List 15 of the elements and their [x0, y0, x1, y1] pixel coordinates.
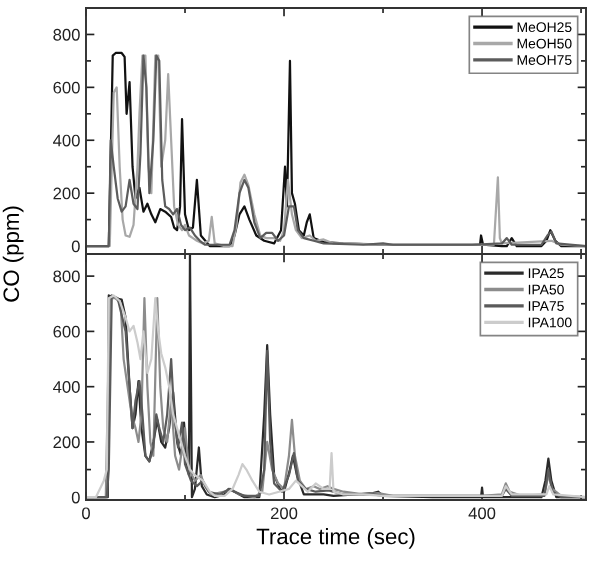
y-tick-label: 200 [53, 436, 80, 449]
y-tick-label: 600 [53, 325, 80, 338]
x-tick-label: 200 [270, 507, 298, 520]
y-tick-label: 400 [53, 381, 80, 393]
y-tick-label: 800 [53, 270, 80, 283]
y-tick-label: 200 [53, 187, 80, 200]
y-tick-label: 800 [53, 28, 80, 41]
x-tick-label: 400 [468, 507, 496, 520]
y-tick-label: 0 [71, 240, 80, 253]
y-tick-label: 0 [71, 491, 80, 504]
y-axis-title: CO (ppm) [2, 206, 24, 302]
y-tick-label: 400 [53, 134, 80, 147]
y-tick-label: 600 [53, 81, 80, 94]
x-tick-label: 0 [82, 507, 90, 520]
x-axis-title: Trace time (sec) [256, 528, 415, 549]
